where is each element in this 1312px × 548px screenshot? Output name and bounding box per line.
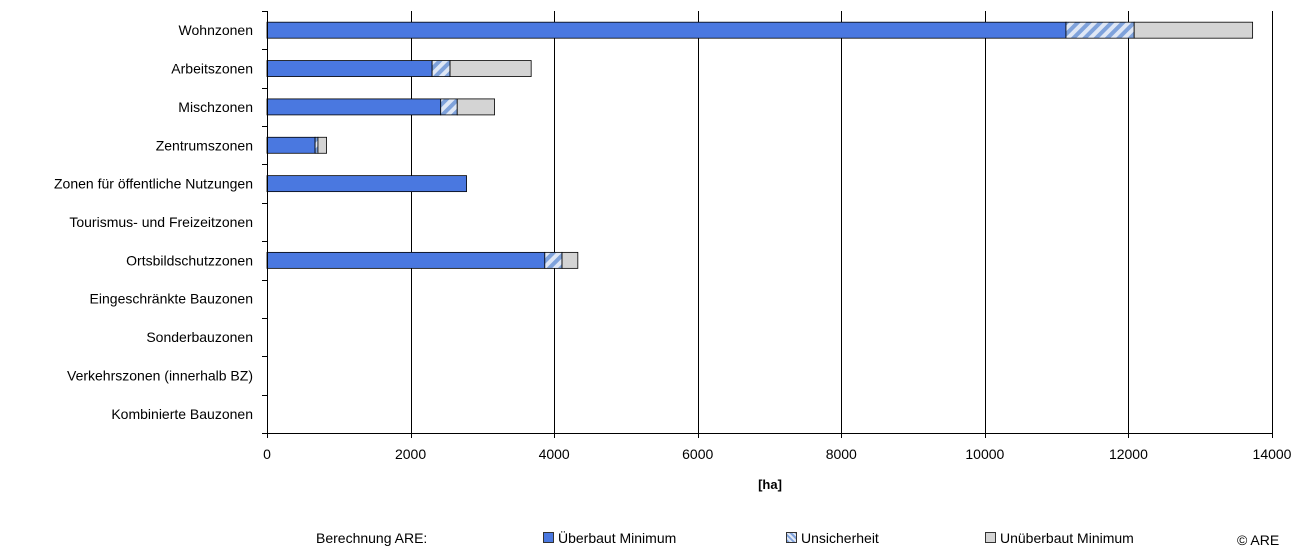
x-tick-label: 2000 <box>395 446 426 462</box>
x-tick-label: 8000 <box>826 446 857 462</box>
bar-1-series-3 <box>1133 21 1254 39</box>
category-label: Sonderbauzonen <box>146 329 253 345</box>
x-tick-label: 12000 <box>1109 446 1148 462</box>
category-label: Kombinierte Bauzonen <box>111 406 253 422</box>
x-tick-label: 0 <box>263 446 271 462</box>
legend-item-unsicherheit: Unsicherheit <box>786 530 879 546</box>
bar-3-series-3 <box>456 98 495 116</box>
legend-swatch-unsicherheit <box>786 532 797 543</box>
bar-2-series-3 <box>449 60 532 77</box>
category-label: Zonen für öffentliche Nutzungen <box>54 176 253 192</box>
x-tick-label: 4000 <box>539 446 570 462</box>
legend-item-unueberbaut: Unüberbaut Minimum <box>985 530 1134 546</box>
bar-2-series-2 <box>431 60 451 77</box>
legend-swatch-ueberbaut <box>543 532 554 543</box>
x-tick-label: 10000 <box>965 446 1004 462</box>
legend-label-unsicherheit: Unsicherheit <box>801 530 879 546</box>
bar-7-series-1 <box>266 251 546 269</box>
bar-1-series-1 <box>266 21 1067 39</box>
credit-text: © ARE <box>1237 532 1280 548</box>
category-label: Zentrumszonen <box>156 137 253 153</box>
grid-lines <box>411 11 1273 433</box>
bar-7-series-3 <box>561 251 579 269</box>
category-label: Tourismus- und Freizeitzonen <box>69 214 253 230</box>
x-axis-label: [ha] <box>758 477 782 492</box>
category-label: Eingeschränkte Bauzonen <box>90 291 253 307</box>
category-label: Ortsbildschutzzonen <box>126 252 253 268</box>
x-tick-label: 6000 <box>682 446 713 462</box>
legend-label-ueberbaut: Überbaut Minimum <box>558 530 677 546</box>
legend-item-ueberbaut: Überbaut Minimum <box>543 530 676 546</box>
bar-7-series-2 <box>544 251 563 269</box>
category-label: Verkehrszonen (innerhalb BZ) <box>67 367 253 383</box>
bar-4-series-2 <box>314 136 319 154</box>
bar-2-series-1 <box>266 60 433 77</box>
legend-swatch-unueberbaut <box>985 532 996 543</box>
bar-4-series-1 <box>266 136 316 154</box>
bar-3-series-2 <box>440 98 458 116</box>
axes <box>262 11 1273 438</box>
bar-5-series-1 <box>266 175 467 193</box>
category-label: Mischzonen <box>178 99 253 115</box>
tick-labels: 0 2000 4000 6000 8000 10000 12000 14000 <box>263 446 1292 462</box>
legend-prefix: Berechnung ARE: <box>316 530 428 546</box>
category-labels: Wohnzonen Arbeitszonen Mischzonen Zentrumsz… <box>54 22 253 422</box>
bars <box>266 21 1254 269</box>
bar-3-series-1 <box>266 98 442 116</box>
category-label: Wohnzonen <box>179 22 253 38</box>
legend-label-unueberbaut: Unüberbaut Minimum <box>1000 530 1134 546</box>
bar-4-series-3 <box>317 136 327 154</box>
x-tick-label: 14000 <box>1253 446 1292 462</box>
legend: Berechnung ARE: Überbaut Minimum Unsiche… <box>0 530 1312 548</box>
category-label: Arbeitszonen <box>171 61 253 77</box>
bar-1-series-2 <box>1065 21 1135 39</box>
